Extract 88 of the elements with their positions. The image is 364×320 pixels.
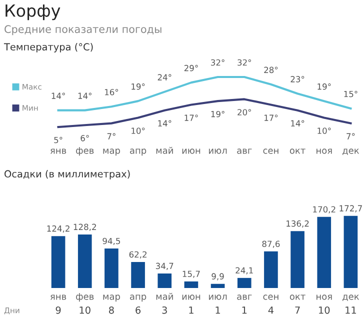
x-tick-label: дек	[342, 294, 360, 301]
x-tick-label: май	[156, 292, 173, 300]
bar	[131, 262, 145, 288]
bar	[344, 216, 358, 288]
data-label: 62,2	[129, 251, 146, 258]
data-label: 11	[346, 306, 356, 314]
bar	[104, 248, 118, 288]
x-tick-label: авг	[237, 148, 252, 154]
data-label: 9	[56, 306, 61, 314]
x-tick-label: апр	[130, 294, 146, 302]
data-label: 10	[80, 306, 90, 314]
bar	[184, 281, 198, 288]
bar	[317, 216, 332, 288]
data-label: 19°	[318, 83, 331, 90]
data-label: 10°	[132, 128, 145, 134]
chart-title: Корфу	[6, 4, 60, 20]
data-label: 32°	[238, 59, 251, 66]
x-tick-label: янв	[50, 294, 66, 300]
data-label: 14°	[78, 92, 92, 99]
bar	[237, 278, 252, 288]
x-tick-label: сен	[263, 148, 278, 154]
data-label: 1	[189, 306, 194, 314]
data-label: 16°	[104, 88, 118, 96]
data-label: 10	[319, 306, 330, 314]
data-label: 28°	[264, 66, 278, 74]
bar	[290, 231, 304, 288]
data-label: 128,2	[74, 224, 96, 231]
x-tick-label: июл	[208, 294, 227, 300]
bar	[158, 274, 172, 288]
data-label: 29°	[184, 64, 198, 72]
x-tick-label: май	[156, 146, 173, 154]
data-label: 172,7	[340, 205, 362, 212]
x-tick-label: янв	[50, 148, 66, 154]
chart-subtitle: Средние показатели погоды	[4, 25, 162, 36]
data-label: 170,2	[313, 206, 336, 214]
data-label: 19°	[211, 110, 224, 118]
bar	[78, 234, 92, 288]
data-label: 7	[295, 306, 300, 314]
x-tick-label: мар	[103, 294, 120, 302]
text: Температура (°C)	[4, 43, 93, 52]
x-tick-label: мар	[103, 148, 120, 156]
x-tick-label: окт	[290, 148, 306, 154]
data-label: 5°	[54, 136, 62, 144]
data-label: 7°	[107, 133, 116, 140]
data-label: 7°	[346, 133, 355, 140]
data-label: 17°	[184, 114, 198, 121]
data-label: 6	[136, 306, 141, 314]
x-tick-label: июн	[182, 294, 200, 300]
data-label: 14°	[291, 120, 304, 126]
x-tick-label: авг	[237, 294, 252, 300]
chart-title: Осадки (в миллиметрах)	[4, 170, 130, 180]
data-label: 10°	[318, 128, 331, 134]
data-label: 15°	[344, 90, 358, 98]
x-tick-label: фев	[76, 147, 94, 156]
data-label: 14°	[158, 120, 172, 126]
data-label: 3	[162, 306, 167, 314]
data-label: 24°	[158, 74, 172, 80]
data-label: 15,7	[182, 270, 200, 278]
data-label: 8	[109, 306, 114, 314]
data-label: 34,7	[156, 262, 174, 270]
x-tick-label: апр	[130, 148, 146, 156]
data-label: 24,1	[236, 267, 253, 274]
data-label: 1	[242, 306, 247, 314]
x-tick-label: сен	[263, 294, 278, 300]
data-label: 19°	[132, 83, 145, 90]
data-label: 23°	[290, 76, 304, 82]
data-label: 124,2	[47, 225, 70, 233]
data-label: 9,9	[212, 273, 224, 280]
data-label: 136,2	[286, 220, 309, 228]
bar	[51, 236, 66, 288]
x-tick-label: ноя	[316, 294, 332, 300]
data-label: 87,6	[262, 240, 280, 248]
x-tick-label: ноя	[316, 148, 332, 154]
data-label: 32°	[211, 59, 224, 66]
bar	[264, 251, 278, 288]
data-label: 6°	[80, 135, 89, 142]
data-label: 20°	[238, 109, 251, 116]
data-label: 14°	[52, 92, 65, 99]
x-tick-label: окт	[290, 294, 306, 300]
x-tick-label: дек	[342, 148, 360, 155]
data-label: 17°	[264, 114, 278, 121]
bar	[210, 284, 225, 288]
data-label: 1	[216, 306, 220, 314]
x-tick-label: фев	[76, 293, 94, 302]
data-label: 4	[268, 306, 274, 314]
data-label: 94,5	[102, 238, 120, 245]
x-tick-label: июл	[208, 148, 227, 154]
x-tick-label: июн	[182, 148, 200, 154]
